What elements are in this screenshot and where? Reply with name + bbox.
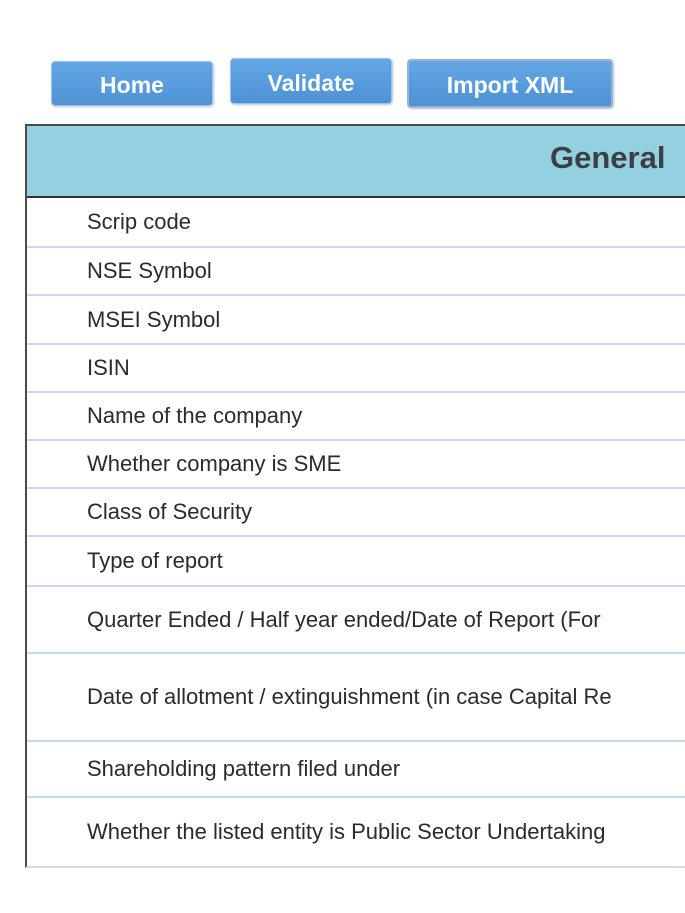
row-isin[interactable]: ISIN: [27, 345, 685, 393]
row-label: Date of allotment / extinguishment (in c…: [87, 684, 612, 709]
row-label: Shareholding pattern filed under: [87, 756, 401, 781]
row-quarter-ended[interactable]: Quarter Ended / Half year ended/Date of …: [27, 587, 685, 654]
row-nse-symbol[interactable]: NSE Symbol: [27, 248, 685, 296]
row-msei-symbol[interactable]: MSEI Symbol: [27, 296, 685, 345]
row-public-sector-undertaking[interactable]: Whether the listed entity is Public Sect…: [27, 798, 685, 866]
row-company-name[interactable]: Name of the company: [27, 393, 685, 441]
row-label: Name of the company: [87, 403, 303, 428]
general-info-table: General Scrip code NSE Symbol MSEI Symbo…: [25, 124, 685, 868]
row-label: Type of report: [87, 548, 223, 573]
row-type-of-report[interactable]: Type of report: [27, 537, 685, 587]
home-button[interactable]: Home: [51, 61, 213, 106]
import-xml-button[interactable]: Import XML: [407, 59, 613, 108]
row-label: MSEI Symbol: [87, 306, 221, 332]
row-label: Whether the listed entity is Public Sect…: [87, 819, 606, 844]
row-label: ISIN: [87, 355, 130, 380]
row-label: NSE Symbol: [87, 258, 212, 283]
row-shareholding-pattern[interactable]: Shareholding pattern filed under: [27, 742, 685, 798]
section-title: General: [550, 140, 666, 175]
row-label: Scrip code: [87, 209, 191, 234]
row-company-sme[interactable]: Whether company is SME: [27, 441, 685, 489]
row-class-of-security[interactable]: Class of Security: [27, 489, 685, 537]
row-date-of-allotment[interactable]: Date of allotment / extinguishment (in c…: [27, 654, 685, 742]
validate-button[interactable]: Validate: [230, 58, 392, 104]
section-header: General: [27, 124, 685, 198]
row-label: Quarter Ended / Half year ended/Date of …: [87, 606, 601, 632]
row-label: Whether company is SME: [87, 451, 342, 476]
row-scrip-code[interactable]: Scrip code: [27, 198, 685, 248]
row-label: Class of Security: [87, 499, 253, 524]
